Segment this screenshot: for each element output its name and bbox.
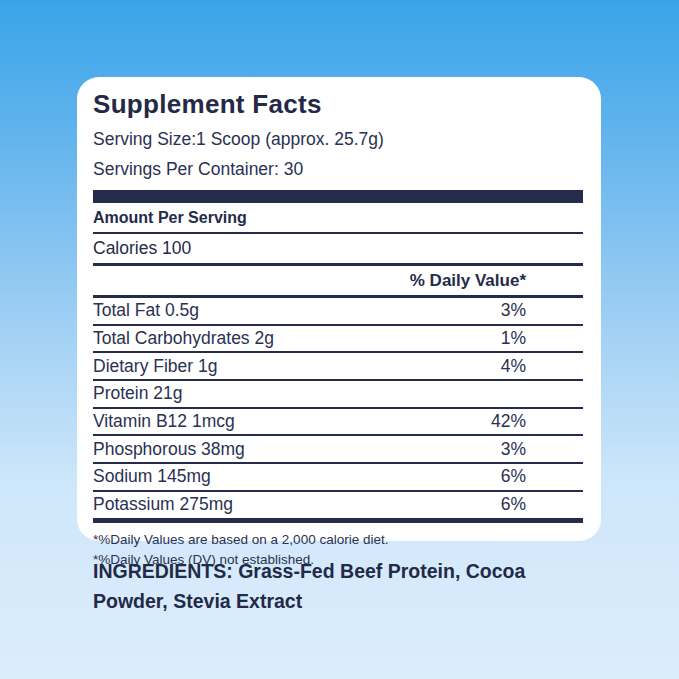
nutrient-daily-value: 3% <box>501 439 583 460</box>
nutrient-name: Sodium 145mg <box>93 466 211 487</box>
nutrient-daily-value: 3% <box>501 300 583 321</box>
nutrient-daily-value: 1% <box>501 328 583 349</box>
thick-divider-bottom <box>93 518 583 523</box>
amount-per-serving-header: Amount Per Serving <box>93 203 583 234</box>
panel-title: Supplement Facts <box>93 89 583 120</box>
nutrient-row: Total Fat 0.5g 3% <box>93 298 583 326</box>
calories-row: Calories 100 <box>93 234 583 266</box>
nutrient-name: Potassium 275mg <box>93 494 233 515</box>
nutrient-row: Total Carbohydrates 2g 1% <box>93 326 583 354</box>
nutrient-name: Vitamin B12 1mcg <box>93 411 235 432</box>
nutrient-name: Dietary Fiber 1g <box>93 356 218 377</box>
nutrient-row: Potassium 275mg 6% <box>93 492 583 518</box>
nutrient-name: Phosphorous 38mg <box>93 439 245 460</box>
nutrient-row: Dietary Fiber 1g 4% <box>93 353 583 381</box>
ingredients-text: INGREDIENTS: Grass-Fed Beef Protein, Coc… <box>93 556 601 616</box>
footnote-daily-values: *%Daily Values are based on a 2,000 calo… <box>93 530 583 551</box>
nutrient-row: Phosphorous 38mg 3% <box>93 436 583 464</box>
nutrient-daily-value: 4% <box>501 356 583 377</box>
nutrient-row: Vitamin B12 1mcg 42% <box>93 409 583 437</box>
nutrient-name: Total Carbohydrates 2g <box>93 328 274 349</box>
nutrient-row: Protein 21g <box>93 381 583 409</box>
nutrient-daily-value: 6% <box>501 494 583 515</box>
supplement-facts-panel: Supplement Facts Serving Size:1 Scoop (a… <box>77 77 601 541</box>
servings-per-container: Servings Per Container: 30 <box>93 159 583 180</box>
nutrient-row: Sodium 145mg 6% <box>93 464 583 492</box>
nutrient-name: Protein 21g <box>93 383 183 404</box>
nutrient-daily-value: 6% <box>501 466 583 487</box>
serving-size: Serving Size:1 Scoop (approx. 25.7g) <box>93 129 583 150</box>
thick-divider-top <box>93 190 583 203</box>
nutrient-name: Total Fat 0.5g <box>93 300 199 321</box>
daily-value-header: % Daily Value* <box>93 266 583 298</box>
nutrient-daily-value: 42% <box>491 411 583 432</box>
